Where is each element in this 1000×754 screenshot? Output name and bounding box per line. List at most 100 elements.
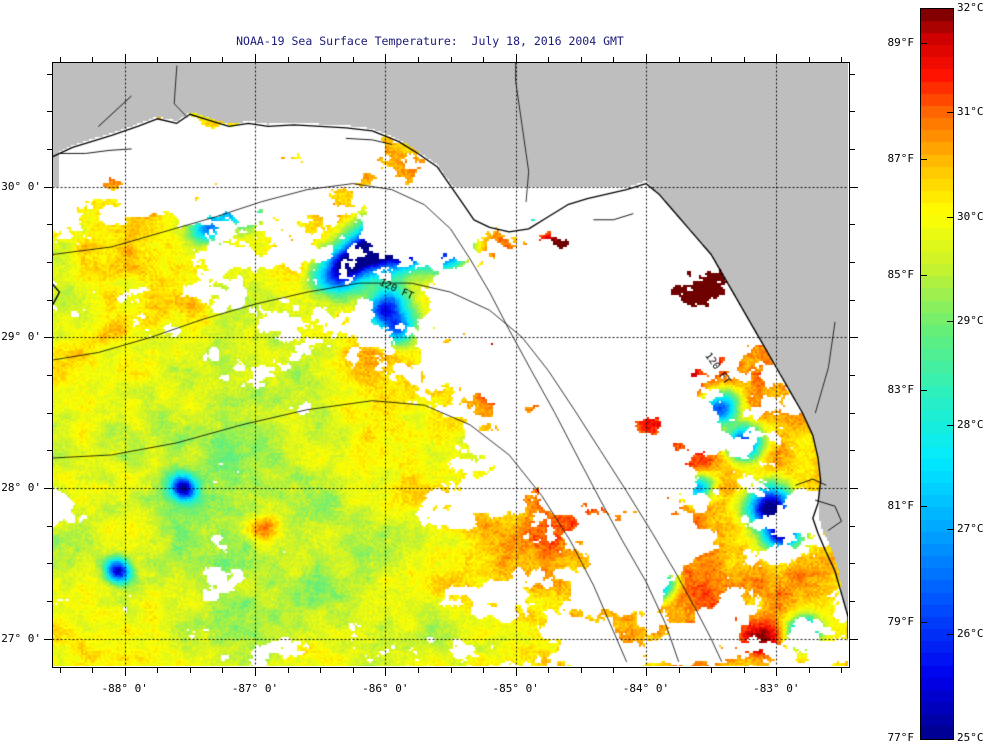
colorbar-label-fahrenheit: 83°F: [887, 383, 915, 397]
colorbar-tick-celsius: [947, 425, 954, 426]
colorbar-tick-fahrenheit: [920, 159, 927, 160]
lon-minor-tick: [613, 668, 614, 673]
lon-minor-tick: [809, 668, 810, 673]
lat-minor-tick: [850, 450, 855, 451]
lat-major-tick: [44, 187, 52, 188]
lon-axis-label: -87° 0': [231, 682, 279, 695]
lat-minor-tick: [850, 563, 855, 564]
lat-minor-tick: [47, 300, 52, 301]
lon-major-tick: [385, 54, 386, 62]
colorbar-label-fahrenheit: 85°F: [887, 267, 915, 281]
lat-minor-tick: [47, 375, 52, 376]
lon-minor-tick: [320, 57, 321, 62]
lat-minor-tick: [850, 300, 855, 301]
lon-minor-tick: [222, 668, 223, 673]
colorbar-label-celsius: 31°C: [957, 105, 984, 119]
lon-minor-tick: [483, 668, 484, 673]
lat-major-tick: [44, 488, 52, 489]
lon-minor-tick: [613, 57, 614, 62]
lon-axis-label: -86° 0': [362, 682, 409, 695]
lon-major-tick: [385, 668, 386, 676]
lat-minor-tick: [47, 262, 52, 263]
coastline-grid-overlay: [53, 63, 848, 666]
colorbar-label-min-fahrenheit: 77°F: [887, 731, 915, 744]
lon-minor-tick: [809, 57, 810, 62]
lon-minor-tick: [581, 57, 582, 62]
map-plot-area[interactable]: [52, 62, 850, 668]
lon-minor-tick: [679, 57, 680, 62]
lon-minor-tick: [157, 668, 158, 673]
colorbar-label-fahrenheit: 79°F: [887, 615, 915, 629]
lon-minor-tick: [60, 57, 61, 62]
lon-major-tick: [646, 54, 647, 62]
colorbar-label-fahrenheit: 89°F: [887, 35, 915, 49]
lon-major-tick: [776, 54, 777, 62]
lat-major-tick: [850, 488, 858, 489]
lat-axis-label: 30° 0': [1, 179, 41, 193]
lon-minor-tick: [353, 57, 354, 62]
colorbar-label-max-celsius: 32°C: [957, 1, 984, 14]
lat-minor-tick: [47, 526, 52, 527]
lat-minor-tick: [47, 450, 52, 451]
lon-axis-label: -84° 0': [622, 682, 670, 695]
lon-major-tick: [125, 54, 126, 62]
lat-minor-tick: [47, 413, 52, 414]
lat-minor-tick: [850, 149, 855, 150]
lon-minor-tick: [744, 57, 745, 62]
lon-minor-tick: [288, 668, 289, 673]
lon-axis-label: -85° 0': [492, 682, 539, 695]
lon-minor-tick: [483, 57, 484, 62]
lon-minor-tick: [320, 668, 321, 673]
lat-minor-tick: [850, 262, 855, 263]
lon-minor-tick: [451, 57, 452, 62]
colorbar-tick-celsius: [947, 217, 954, 218]
lon-minor-tick: [581, 668, 582, 673]
lon-minor-tick: [548, 668, 549, 673]
colorbar-gradient: [920, 8, 954, 740]
colorbar-tick-celsius: [947, 634, 954, 635]
lon-minor-tick: [222, 57, 223, 62]
lon-minor-tick: [841, 668, 842, 673]
lon-minor-tick: [679, 668, 680, 673]
title-line-1: NOAA-19 Sea Surface Temperature: July 18…: [236, 34, 624, 48]
lat-major-tick: [44, 639, 52, 640]
lat-minor-tick: [850, 526, 855, 527]
lon-minor-tick: [157, 57, 158, 62]
colorbar-label-fahrenheit: 81°F: [887, 499, 915, 513]
lon-major-tick: [255, 54, 256, 62]
lon-major-tick: [516, 54, 517, 62]
lat-axis-label: 28° 0': [1, 481, 41, 495]
lon-major-tick: [516, 668, 517, 676]
lat-minor-tick: [850, 601, 855, 602]
colorbar-label-celsius: 26°C: [957, 626, 984, 640]
lat-minor-tick: [47, 601, 52, 602]
lat-minor-tick: [47, 563, 52, 564]
lat-minor-tick: [47, 74, 52, 75]
lon-minor-tick: [190, 668, 191, 673]
colorbar-label-fahrenheit: 87°F: [887, 151, 915, 165]
lon-major-tick: [776, 668, 777, 676]
lat-major-tick: [850, 187, 858, 188]
colorbar[interactable]: [920, 8, 954, 740]
lat-major-tick: [850, 639, 858, 640]
lon-minor-tick: [92, 668, 93, 673]
colorbar-tick-fahrenheit: [920, 506, 927, 507]
lat-minor-tick: [47, 149, 52, 150]
lon-minor-tick: [711, 668, 712, 673]
lon-minor-tick: [744, 668, 745, 673]
lat-major-tick: [850, 337, 858, 338]
colorbar-tick-celsius: [947, 321, 954, 322]
colorbar-tick-fahrenheit: [920, 390, 927, 391]
colorbar-label-celsius: 27°C: [957, 522, 984, 536]
lon-minor-tick: [451, 668, 452, 673]
lon-minor-tick: [92, 57, 93, 62]
lat-minor-tick: [850, 375, 855, 376]
lat-axis-label: 27° 0': [1, 631, 41, 645]
colorbar-tick-fahrenheit: [920, 43, 927, 44]
colorbar-tick-fahrenheit: [920, 275, 927, 276]
colorbar-label-min-celsius: 25°C: [957, 731, 984, 744]
lon-major-tick: [255, 668, 256, 676]
lat-minor-tick: [47, 111, 52, 112]
lon-axis-label: -88° 0': [101, 682, 148, 695]
